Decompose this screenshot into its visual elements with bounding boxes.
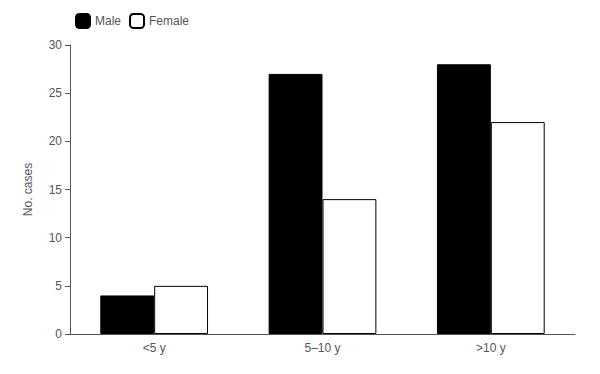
- svg-text:<5 y: <5 y: [143, 341, 166, 355]
- svg-text:30: 30: [49, 38, 63, 52]
- svg-text:Male: Male: [95, 14, 121, 28]
- svg-text:25: 25: [49, 86, 63, 100]
- svg-text:10: 10: [49, 231, 63, 245]
- svg-text:>10 y: >10 y: [476, 341, 506, 355]
- svg-text:20: 20: [49, 134, 63, 148]
- svg-text:0: 0: [55, 327, 62, 341]
- svg-text:15: 15: [49, 183, 63, 197]
- svg-text:Female: Female: [149, 14, 189, 28]
- svg-text:5: 5: [55, 279, 62, 293]
- svg-text:5–10 y: 5–10 y: [304, 341, 340, 355]
- svg-text:No. cases: No. cases: [21, 163, 35, 216]
